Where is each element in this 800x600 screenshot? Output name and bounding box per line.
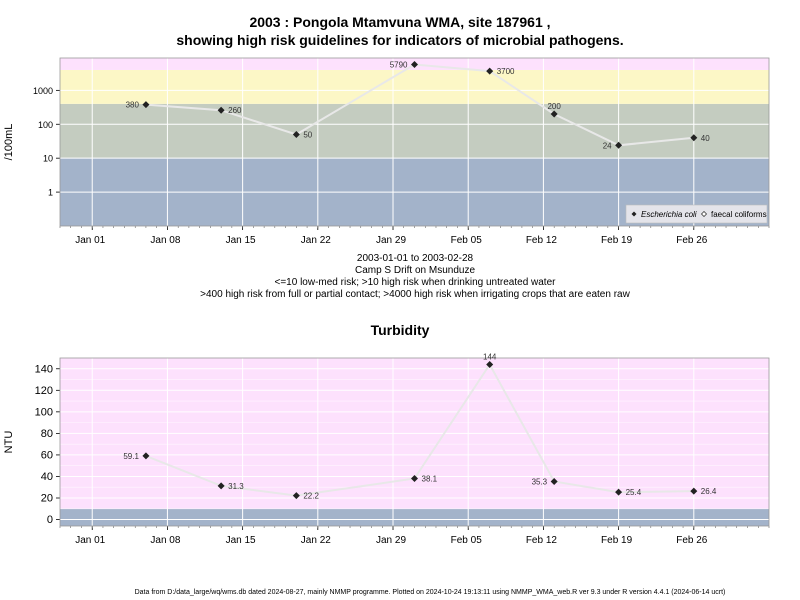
x-tick-label: Jan 15 xyxy=(226,535,256,546)
x-tick-label: Jan 08 xyxy=(150,235,180,246)
legend-label-faecal: faecal coliforms xyxy=(711,210,767,219)
data-point xyxy=(615,488,623,496)
data-label: 5790 xyxy=(390,60,408,69)
turbidity-chart: 0 20 40 60 80 100 120 140 Jan 01 Jan 08 Jan 15 Jan … xyxy=(3,352,770,546)
y-tick-label: 40 xyxy=(41,471,53,483)
y-tick-label: 100 xyxy=(38,120,53,130)
risk-band xyxy=(60,508,769,526)
data-point xyxy=(142,101,150,109)
x-tick-label: Jan 01 xyxy=(75,235,105,246)
risk-note-contact: >400 high risk from full or partial cont… xyxy=(200,289,630,300)
x-tick-label: Feb 05 xyxy=(451,535,483,546)
y-tick-label: 1000 xyxy=(33,86,53,96)
y-tick-label: 0 xyxy=(47,514,53,526)
x-tick-label: Jan 29 xyxy=(376,535,406,546)
series-line xyxy=(145,362,694,497)
legend-label-ecoli: Escherichia coli xyxy=(641,210,697,219)
x-tick-label: Feb 26 xyxy=(676,535,708,546)
x-tick-label: Feb 19 xyxy=(601,235,633,246)
y-axis-label: NTU xyxy=(3,431,15,454)
data-label: 22.2 xyxy=(303,492,319,501)
data-point xyxy=(217,482,225,490)
data-label: 24 xyxy=(603,141,612,150)
legend-box xyxy=(625,204,768,224)
data-label: 59.1 xyxy=(123,452,139,461)
data-point xyxy=(292,492,300,500)
data-point xyxy=(411,60,418,68)
data-point xyxy=(217,106,225,114)
data-label: 380 xyxy=(126,101,140,110)
site-note: Camp S Drift on Msunduze xyxy=(354,265,476,276)
y-tick-label: 100 xyxy=(35,406,53,418)
x-tick-label: Feb 26 xyxy=(676,235,708,246)
data-label: 26.4 xyxy=(701,487,717,496)
data-label: 35.3 xyxy=(532,478,548,487)
y-tick-label: 140 xyxy=(35,363,53,375)
footer-note: Data from D:/data_large/wq/wms.db dated … xyxy=(134,589,726,596)
y-tick-label: 1 xyxy=(48,188,53,198)
plot-frame xyxy=(59,57,770,227)
data-label: 3700 xyxy=(497,67,515,76)
x-tick-label: Jan 29 xyxy=(376,235,406,246)
x-tick-label: Feb 12 xyxy=(526,235,558,246)
y-tick-label: 120 xyxy=(35,385,53,397)
series-line xyxy=(145,63,694,147)
chart-subtitle: showing high risk guidelines for indicat… xyxy=(176,32,624,48)
data-label: 50 xyxy=(303,130,312,139)
x-tick-label: Jan 08 xyxy=(150,535,180,546)
legend-marker-ecoli xyxy=(631,211,637,217)
plot-frame xyxy=(59,357,770,527)
microbial-chart: 1 10 100 1000 Jan 01 Jan 08 Jan 15 Jan 22 Jan 29… xyxy=(3,57,770,246)
x-tick-label: Jan 22 xyxy=(301,235,331,246)
x-tick-label: Feb 12 xyxy=(526,535,558,546)
data-point xyxy=(615,141,623,149)
data-label: 38.1 xyxy=(422,475,438,484)
data-label: 40 xyxy=(701,134,710,143)
x-tick-label: Jan 22 xyxy=(301,535,331,546)
risk-band xyxy=(60,103,769,159)
chart-title: 2003 : Pongola Mtamvuna WMA, site 187961… xyxy=(249,14,551,30)
risk-note-drinking: <=10 low-med risk; >10 high risk when dr… xyxy=(274,277,556,288)
y-tick-label: 80 xyxy=(41,428,53,440)
date-range-note: 2003-01-01 to 2003-02-28 xyxy=(356,253,474,264)
turbidity-title: Turbidity xyxy=(370,322,430,338)
data-label: 25.4 xyxy=(626,488,642,497)
data-point xyxy=(486,67,494,75)
x-tick-label: Feb 05 xyxy=(451,235,483,246)
data-point xyxy=(690,487,698,495)
data-label: 200 xyxy=(547,102,561,111)
data-point xyxy=(486,360,494,368)
data-point xyxy=(550,478,558,486)
y-tick-label: 10 xyxy=(43,154,53,164)
legend-marker-faecal xyxy=(701,211,707,217)
x-tick-label: Jan 01 xyxy=(75,535,105,546)
y-axis-label: /100mL xyxy=(3,124,15,161)
data-label: 31.3 xyxy=(228,482,244,491)
data-label: 144 xyxy=(483,352,497,361)
data-point xyxy=(690,134,698,142)
data-point xyxy=(292,130,300,138)
x-tick-label: Jan 15 xyxy=(226,235,256,246)
data-point xyxy=(142,452,150,460)
y-tick-label: 20 xyxy=(41,493,53,505)
data-point xyxy=(411,475,418,483)
data-point xyxy=(550,110,558,118)
data-label: 260 xyxy=(228,106,242,115)
y-tick-label: 60 xyxy=(41,449,53,461)
risk-band xyxy=(60,69,769,104)
x-tick-label: Feb 19 xyxy=(601,535,633,546)
